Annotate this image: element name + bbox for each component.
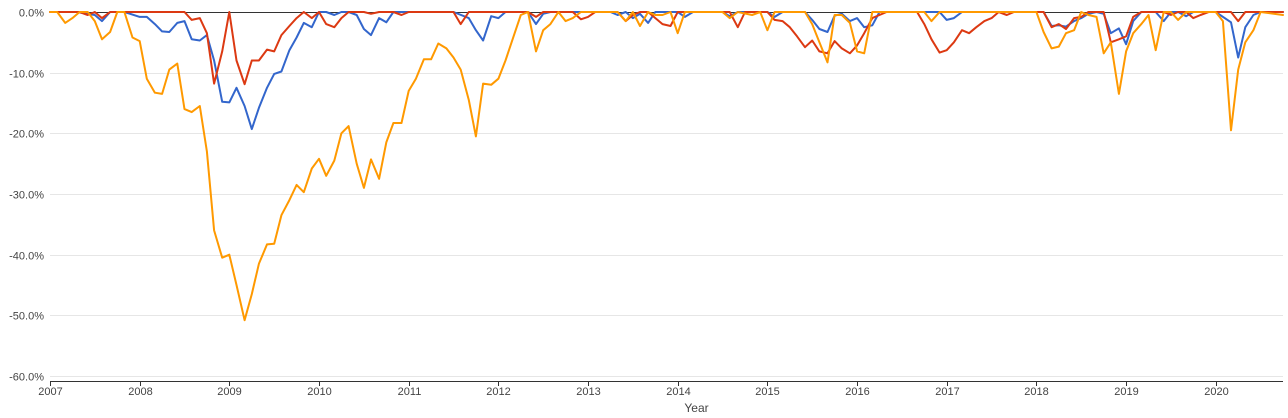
y-tick-label: 0.0% — [19, 8, 44, 20]
x-tick-label: 2009 — [217, 386, 241, 398]
x-tick-label: 2014 — [666, 386, 690, 398]
x-tick-label: 2013 — [576, 386, 600, 398]
x-tick-label: 2020 — [1204, 386, 1228, 398]
x-tick-label: 2011 — [398, 386, 422, 398]
x-tick-label: 2018 — [1024, 386, 1048, 398]
y-tick-label: -30.0% — [9, 190, 44, 202]
y-tick-label: -40.0% — [9, 251, 44, 263]
x-tick-label: 2012 — [486, 386, 510, 398]
grid-lines — [50, 73, 1283, 377]
x-tick-label: 2007 — [38, 386, 62, 398]
x-tick-label: 2008 — [128, 386, 152, 398]
x-tick-label: 2019 — [1114, 386, 1138, 398]
y-tick-label: -50.0% — [9, 311, 44, 323]
axes: 0.0% -10.0% -20.0% -30.0% -40.0% -50.0% -60.0%… — [9, 8, 1283, 398]
x-tick-label: 2010 — [307, 386, 331, 398]
series-line-3 — [49, 11, 1284, 322]
x-tick-label: 2016 — [845, 386, 869, 398]
y-tick-label: -20.0% — [9, 129, 44, 141]
x-axis-title: Year — [684, 401, 708, 415]
x-tick-label: 2017 — [935, 386, 959, 398]
y-tick-label: -10.0% — [9, 69, 44, 81]
x-tick-label: 2015 — [755, 386, 779, 398]
y-tick-label: -60.0% — [9, 372, 44, 384]
series-lines — [49, 11, 1284, 322]
